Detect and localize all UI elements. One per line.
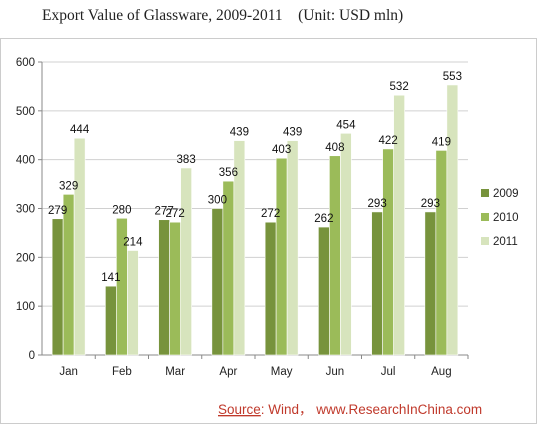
bar-2010-apr (222, 180, 235, 356)
data-label: 383 (177, 154, 196, 166)
data-label: 280 (112, 204, 131, 216)
bar-2009-jul (371, 211, 383, 356)
x-tick-label: Jan (59, 366, 78, 378)
data-label: 329 (59, 180, 78, 192)
data-labels: 2793294441412802142772723833003564392724… (48, 71, 462, 284)
bar-2010-jul (382, 148, 394, 356)
bar-2011-aug (446, 84, 459, 356)
bar-2011-apr (233, 140, 246, 356)
bar-2011-feb (127, 250, 139, 356)
data-label: 214 (123, 236, 143, 248)
x-tick-label: Feb (112, 366, 132, 378)
bar-2011-may (286, 140, 299, 356)
data-label: 444 (70, 124, 90, 136)
legend-swatch-2011 (481, 237, 489, 245)
data-label: 408 (325, 142, 344, 154)
y-tick-label: 400 (16, 155, 35, 167)
legend-swatch-2009 (481, 189, 489, 197)
bar-2011-jan (73, 137, 86, 356)
bar-2009-may (264, 221, 277, 356)
data-label: 300 (208, 195, 227, 207)
data-label: 279 (48, 205, 67, 217)
bar-2009-aug (424, 211, 437, 356)
bar-2011-mar (180, 167, 192, 356)
data-label: 293 (368, 198, 387, 210)
source-text: : Wind， www.ResearchInChina.com (261, 402, 482, 417)
data-label: 272 (261, 208, 280, 220)
legend-swatch-2010 (481, 213, 489, 221)
bars (51, 84, 459, 356)
x-tick-label: Jul (381, 366, 396, 378)
y-tick-label: 300 (16, 204, 35, 216)
bar-2009-feb (105, 285, 117, 356)
data-label: 553 (443, 71, 462, 83)
data-label: 419 (432, 136, 451, 148)
data-label: 439 (283, 127, 302, 139)
data-label: 272 (166, 208, 185, 220)
y-tick-label: 200 (16, 252, 35, 264)
data-label: 454 (336, 119, 356, 131)
data-label: 277 (155, 206, 174, 218)
bar-2010-aug (435, 150, 448, 356)
data-label: 422 (379, 135, 398, 147)
bar-2010-jun (329, 155, 341, 356)
data-label: 293 (421, 198, 440, 210)
bar-2010-mar (169, 221, 181, 356)
y-tick-label: 500 (16, 106, 35, 118)
y-tick-label: 600 (16, 57, 35, 69)
x-tick-label: Jun (326, 366, 345, 378)
bar-2011-jun (340, 132, 352, 356)
bar-2009-jun (318, 226, 330, 356)
x-tick-label: Mar (165, 366, 185, 378)
bar-2009-mar (158, 219, 170, 356)
data-label: 403 (272, 144, 291, 156)
legend: 2009 2010 2011 (481, 188, 519, 248)
bar-2009-jan (51, 218, 64, 356)
x-tick-label: Apr (219, 366, 237, 378)
data-label: 532 (390, 81, 409, 93)
data-label: 141 (101, 272, 120, 284)
data-label: 439 (230, 127, 249, 139)
y-tick-label: 100 (16, 301, 35, 313)
x-axis-ticks: Jan Feb Mar Apr May Jun Jul Aug (59, 366, 451, 378)
bar-2009-apr (211, 208, 224, 356)
source-label: Source (218, 402, 261, 417)
x-tick-label: Aug (431, 366, 451, 378)
y-tick-label: 0 (29, 350, 35, 362)
source-note: Source: Wind， www.ResearchInChina.com (218, 402, 482, 417)
data-label: 356 (219, 167, 238, 179)
bar-2010-may (275, 157, 288, 356)
chart-title: Export Value of Glassware, 2009-2011 (Un… (42, 7, 403, 24)
data-label: 262 (314, 213, 333, 225)
legend-label-2009: 2009 (493, 188, 519, 200)
bar-2010-jan (62, 194, 75, 356)
x-tick-label: May (271, 366, 293, 378)
legend-label-2011: 2011 (493, 236, 518, 248)
y-axis-ticks: 0 100 200 300 400 500 600 (16, 57, 35, 362)
bar-2011-jul (393, 94, 405, 356)
legend-label-2010: 2010 (493, 212, 519, 224)
